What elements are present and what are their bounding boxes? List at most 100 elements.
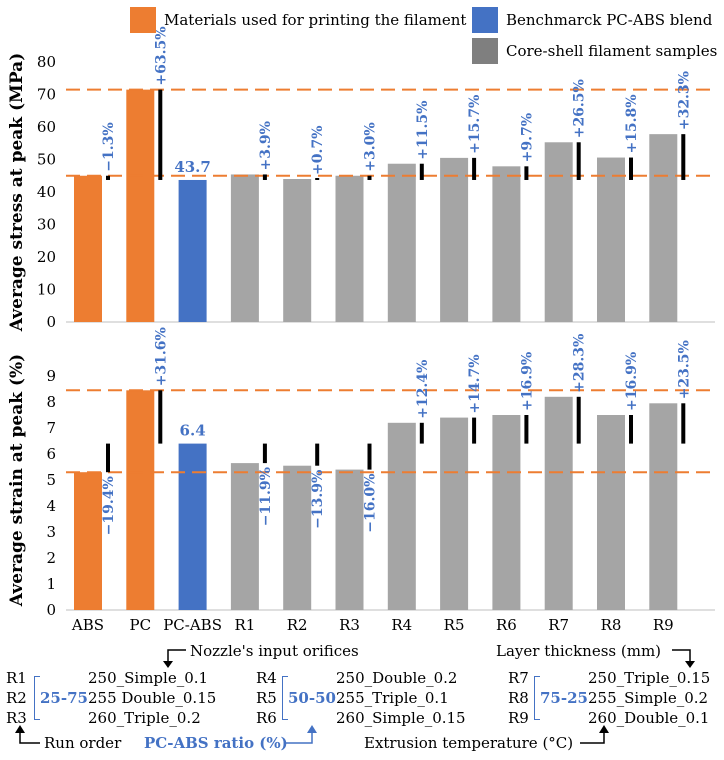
strain-change-marker-R8: [629, 415, 633, 444]
strain-bar-PC: [126, 390, 155, 610]
ratio-value: 25-75: [40, 689, 88, 707]
stress-change-marker-R9: [681, 134, 686, 180]
strain-change-label-R7: +28.3%: [572, 334, 588, 393]
stress-change-label-R7: +26.5%: [572, 79, 588, 138]
x-tick-label-R2: R2: [287, 616, 308, 634]
strain-bar-ABS: [74, 472, 102, 610]
stress-y-axis-title: Average stress at peak (MPa): [7, 53, 27, 333]
x-tick-label-R3: R3: [339, 616, 360, 634]
legend-swatch-gray: [472, 38, 498, 64]
run-label: R3: [6, 709, 27, 727]
strain-change-marker-R6: [524, 415, 529, 444]
strain-bar-R3: [335, 469, 364, 610]
setting-text: 255 Double_0.15: [88, 689, 217, 707]
strain-change-label-R2: −13.9%: [310, 470, 326, 529]
strain-change-marker-R2: [315, 443, 320, 466]
strain-y-axis-title: Average strain at peak (%): [7, 354, 27, 607]
setting-text: 250_Triple_0.15: [588, 669, 711, 687]
strain-y-tick-label: 9: [46, 367, 56, 385]
stress-bar-R2: [283, 179, 312, 322]
stress-y-tick-label: 20: [37, 248, 56, 266]
stress-change-marker-ABS: [106, 175, 110, 180]
legend-item-core-shell: Core-shell filament samples: [472, 38, 717, 64]
strain-y-tick-label: 4: [46, 497, 56, 515]
stress-bar-R3: [335, 175, 364, 322]
strain-bar-R4: [387, 422, 416, 610]
ratio-bracket: [34, 676, 40, 720]
strain-bar-PC-ABS: [178, 443, 207, 610]
x-tick-label-PC-ABS: PC-ABS: [163, 616, 222, 634]
stress-change-label-R1: +3.9%: [258, 121, 274, 170]
strain-change-marker-R4: [419, 422, 424, 444]
legend-item-materials: Materials used for printing the filament: [130, 7, 466, 33]
strain-change-marker-ABS: [106, 443, 110, 473]
strain-change-label-R9: +23.5%: [676, 340, 692, 399]
strain-y-tick-label: 0: [46, 601, 56, 619]
nozzle-arrow-line: [167, 649, 186, 663]
x-tick-label-R4: R4: [391, 616, 412, 634]
strain-change-label-ABS: −19.4%: [101, 476, 117, 535]
x-tick-label-ABS: ABS: [71, 616, 104, 634]
strain-y-tick-label: 5: [46, 471, 56, 489]
strain-change-label-R8: +16.9%: [624, 352, 640, 411]
stress-bar-PC-ABS: [178, 179, 207, 322]
stress-change-label-R4: +11.5%: [415, 101, 431, 160]
stress-change-label-R6: +9.7%: [519, 113, 535, 162]
strain-change-label-R6: +16.9%: [519, 352, 535, 411]
strain-change-marker-PC: [158, 390, 163, 444]
ratio-arrow-line: [286, 731, 313, 744]
stress-y-tick-label: 50: [37, 151, 56, 169]
ratio-bracket: [534, 676, 540, 720]
stress-bar-R9: [649, 134, 678, 322]
x-tick-label-R7: R7: [548, 616, 569, 634]
run-label: R6: [256, 709, 277, 727]
strain-change-label-PC: +31.6%: [153, 327, 169, 386]
stress-bar-R7: [544, 142, 573, 322]
strain-change-marker-R5: [472, 417, 477, 444]
strain-bar-R1: [230, 463, 259, 610]
strain-bar-R7: [544, 396, 573, 610]
setting-text: 250_Simple_0.1: [88, 669, 209, 687]
strain-change-label-R5: +14.7%: [467, 354, 483, 413]
stress-y-tick-label: 60: [37, 118, 56, 136]
strain-bar-R6: [492, 415, 521, 610]
stress-change-label-ABS: −1.3%: [101, 122, 117, 171]
nozzle-arrow-head: [163, 661, 173, 668]
ratio-label: PC-ABS ratio (%): [144, 734, 288, 752]
stress-bar-R6: [492, 166, 521, 322]
nozzle-label: Nozzle's input orifices: [190, 642, 359, 660]
ratio-bracket: [282, 676, 288, 720]
stress-y-tick-label: 0: [46, 313, 56, 331]
strain-change-label-R3: −16.0%: [363, 474, 379, 533]
legend-item-benchmark: Benchmarck PC-ABS blend: [472, 7, 712, 33]
x-tick-label-R9: R9: [653, 616, 674, 634]
stress-y-tick-label: 70: [37, 86, 56, 104]
stress-change-marker-R1: [262, 174, 267, 180]
stress-bar-ABS: [74, 175, 102, 322]
stress-data-label: 43.7: [174, 158, 211, 176]
stress-change-marker-R3: [367, 175, 372, 180]
ratio-arrow-head: [307, 725, 317, 733]
stress-bar-R5: [440, 157, 469, 322]
legend-label-materials: Materials used for printing the filament: [164, 11, 467, 29]
strain-bar-R8: [597, 415, 625, 610]
strain-y-tick-label: 1: [46, 575, 56, 593]
strain-change-marker-R7: [576, 396, 581, 444]
setting-text: 250_Double_0.2: [336, 669, 458, 687]
extrusion-label: Extrusion temperature (°C): [364, 734, 574, 752]
stress-y-tick-label: 80: [37, 53, 56, 71]
run-order-arrow-head: [15, 725, 25, 733]
stress-bar-R4: [387, 163, 416, 322]
stress-y-tick-label: 40: [37, 183, 56, 201]
strain-change-marker-R1: [262, 443, 267, 464]
strain-data-label: 6.4: [180, 422, 206, 440]
run-label: R9: [508, 709, 529, 727]
strain-y-tick-label: 8: [46, 393, 56, 411]
stress-change-marker-R4: [419, 163, 424, 180]
layer-arrow-line: [672, 649, 691, 663]
run-order-arrow-line: [19, 731, 40, 744]
strain-bar-R9: [649, 403, 678, 610]
layer-arrow-head: [685, 661, 695, 668]
legend-label-core-shell: Core-shell filament samples: [506, 42, 718, 60]
stress-y-tick-label: 10: [37, 281, 56, 299]
